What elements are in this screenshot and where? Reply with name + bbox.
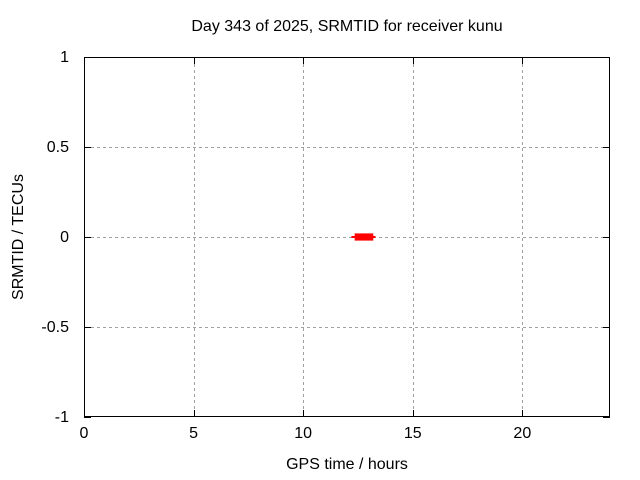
x-tick-label: 10	[294, 425, 313, 442]
x-tick-label: 5	[189, 425, 199, 442]
x-tick-label: 15	[403, 425, 422, 442]
series-band	[354, 233, 374, 241]
y-tick-label: 0	[60, 228, 69, 246]
y-tick-label: 1	[60, 48, 69, 66]
chart-title: Day 343 of 2025, SRMTID for receiver kun…	[191, 18, 503, 35]
y-tick-label: -0.5	[41, 318, 69, 336]
y-tick-label: 0.5	[46, 138, 69, 156]
x-axis-label: GPS time / hours	[286, 456, 408, 473]
x-tick-label: 0	[79, 425, 89, 442]
y-tick-label: -1	[54, 408, 69, 426]
plot-frame	[84, 57, 610, 417]
x-tick-label: 20	[513, 425, 532, 442]
